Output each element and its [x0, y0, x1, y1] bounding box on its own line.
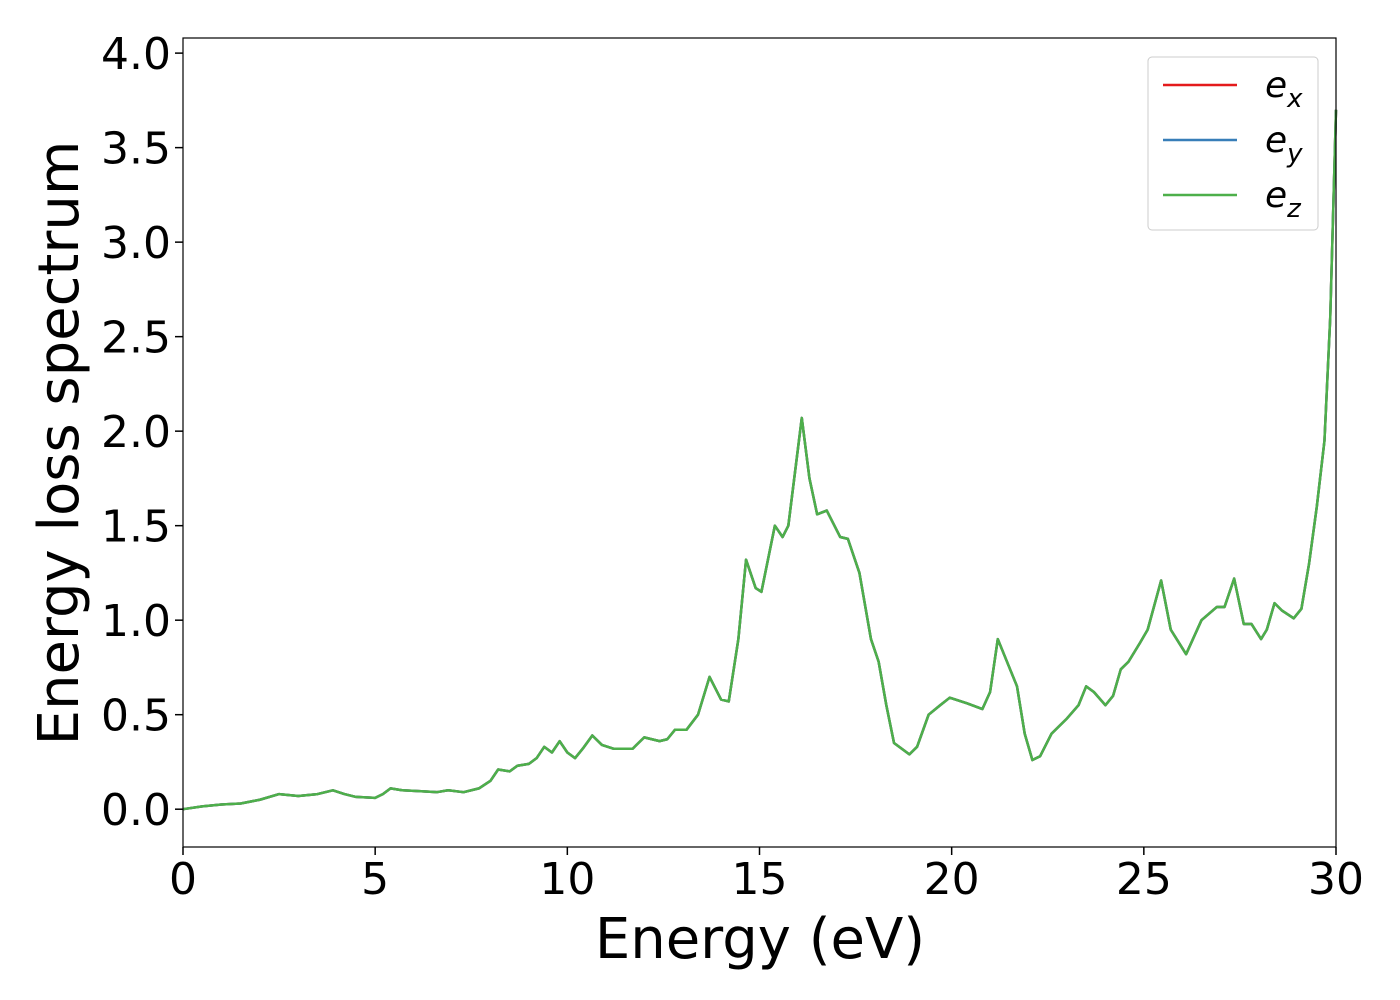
x-tick-label: 30 — [1308, 854, 1364, 905]
y-tick-label: 3.5 — [101, 124, 171, 175]
x-tick-label: 20 — [924, 854, 980, 905]
data-line — [182, 109, 1338, 811]
y-tick-label: 2.5 — [101, 313, 171, 364]
plot-frame — [182, 37, 1337, 848]
y-tick-label: 2.0 — [101, 407, 171, 458]
y-tick-label: 0.0 — [101, 785, 171, 836]
y-tick-label: 0.5 — [101, 691, 171, 742]
y-tick-label: 1.5 — [101, 502, 171, 553]
x-tick-label: 25 — [1116, 854, 1172, 905]
x-axis-label: Energy (eV) — [595, 907, 925, 972]
legend-label: ex — [1265, 65, 1303, 114]
legend-label: ez — [1265, 175, 1302, 224]
y-axis-label: Energy loss spectrum — [27, 141, 92, 746]
legend-box — [1147, 56, 1319, 231]
y-tick-label: 1.0 — [101, 596, 171, 647]
x-tick-label: 15 — [732, 854, 788, 905]
x-tick-label: 5 — [361, 854, 389, 905]
legend-label: ey — [1265, 120, 1303, 169]
x-tick-label: 0 — [169, 854, 197, 905]
y-tick-label: 4.0 — [101, 29, 171, 80]
x-tick-label: 10 — [539, 854, 595, 905]
y-tick-label: 3.0 — [101, 218, 171, 269]
